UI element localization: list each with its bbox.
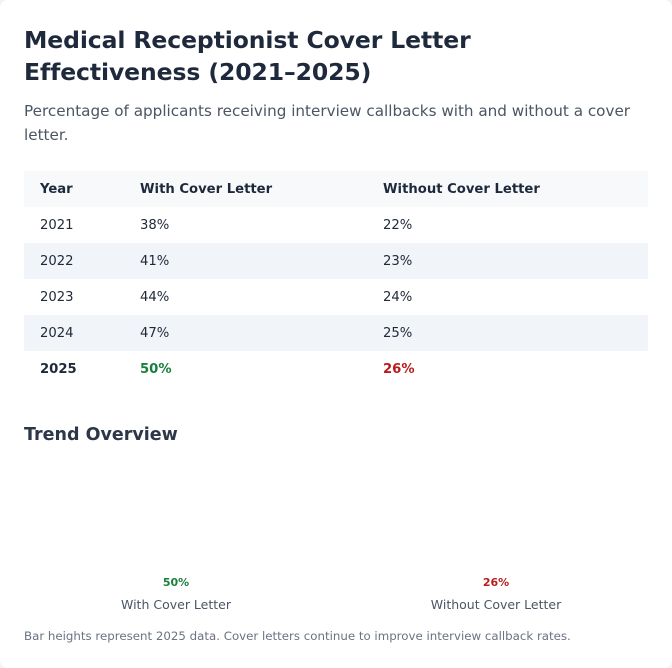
table-row-highlight: 2025 50% 26% xyxy=(24,351,648,387)
cell-without: 25% xyxy=(383,325,413,341)
bar-category-label: Without Cover Letter xyxy=(430,597,562,612)
cell-without: 22% xyxy=(383,217,413,233)
bar-group-without: 26% Without Cover Letter xyxy=(416,576,576,612)
header-without-cover-letter: Without Cover Letter xyxy=(367,171,648,207)
bar-group-with: 50% With Cover Letter xyxy=(96,576,256,612)
cell-with: 44% xyxy=(140,289,170,305)
bar-category-label: With Cover Letter xyxy=(121,597,231,612)
cell-without: 23% xyxy=(383,253,413,269)
table-row: 2022 41% 23% xyxy=(24,243,648,279)
bar-value-label: 50% xyxy=(162,576,190,589)
cell-with: 47% xyxy=(140,325,170,341)
cell-with: 41% xyxy=(140,253,170,269)
header-year: Year xyxy=(24,171,124,207)
page-subtitle: Percentage of applicants receiving inter… xyxy=(24,102,631,144)
cell-year: 2024 xyxy=(40,325,74,341)
table-header-row: Year With Cover Letter Without Cover Let… xyxy=(24,171,648,207)
table-row: 2023 44% 24% xyxy=(24,279,648,315)
cell-year: 2025 xyxy=(40,361,77,377)
footnote: Bar heights represent 2025 data. Cover l… xyxy=(24,629,571,643)
cell-year: 2021 xyxy=(40,217,74,233)
page-title: Medical Receptionist Cover Letter Effect… xyxy=(24,26,471,86)
cell-without: 24% xyxy=(383,289,413,305)
cell-year: 2023 xyxy=(40,289,74,305)
cell-with: 50% xyxy=(140,361,172,377)
trend-heading: Trend Overview xyxy=(24,425,178,445)
cell-year: 2022 xyxy=(40,253,74,269)
table-row: 2021 38% 22% xyxy=(24,207,648,243)
cell-with: 38% xyxy=(140,217,170,233)
cell-without: 26% xyxy=(383,361,415,377)
trend-chart: 50% With Cover Letter 26% Without Cover … xyxy=(24,470,648,620)
bar-value-label: 26% xyxy=(482,576,510,589)
header-with-cover-letter: With Cover Letter xyxy=(124,171,367,207)
table-row: 2024 47% 25% xyxy=(24,315,648,351)
callback-table: Year With Cover Letter Without Cover Let… xyxy=(24,171,648,387)
